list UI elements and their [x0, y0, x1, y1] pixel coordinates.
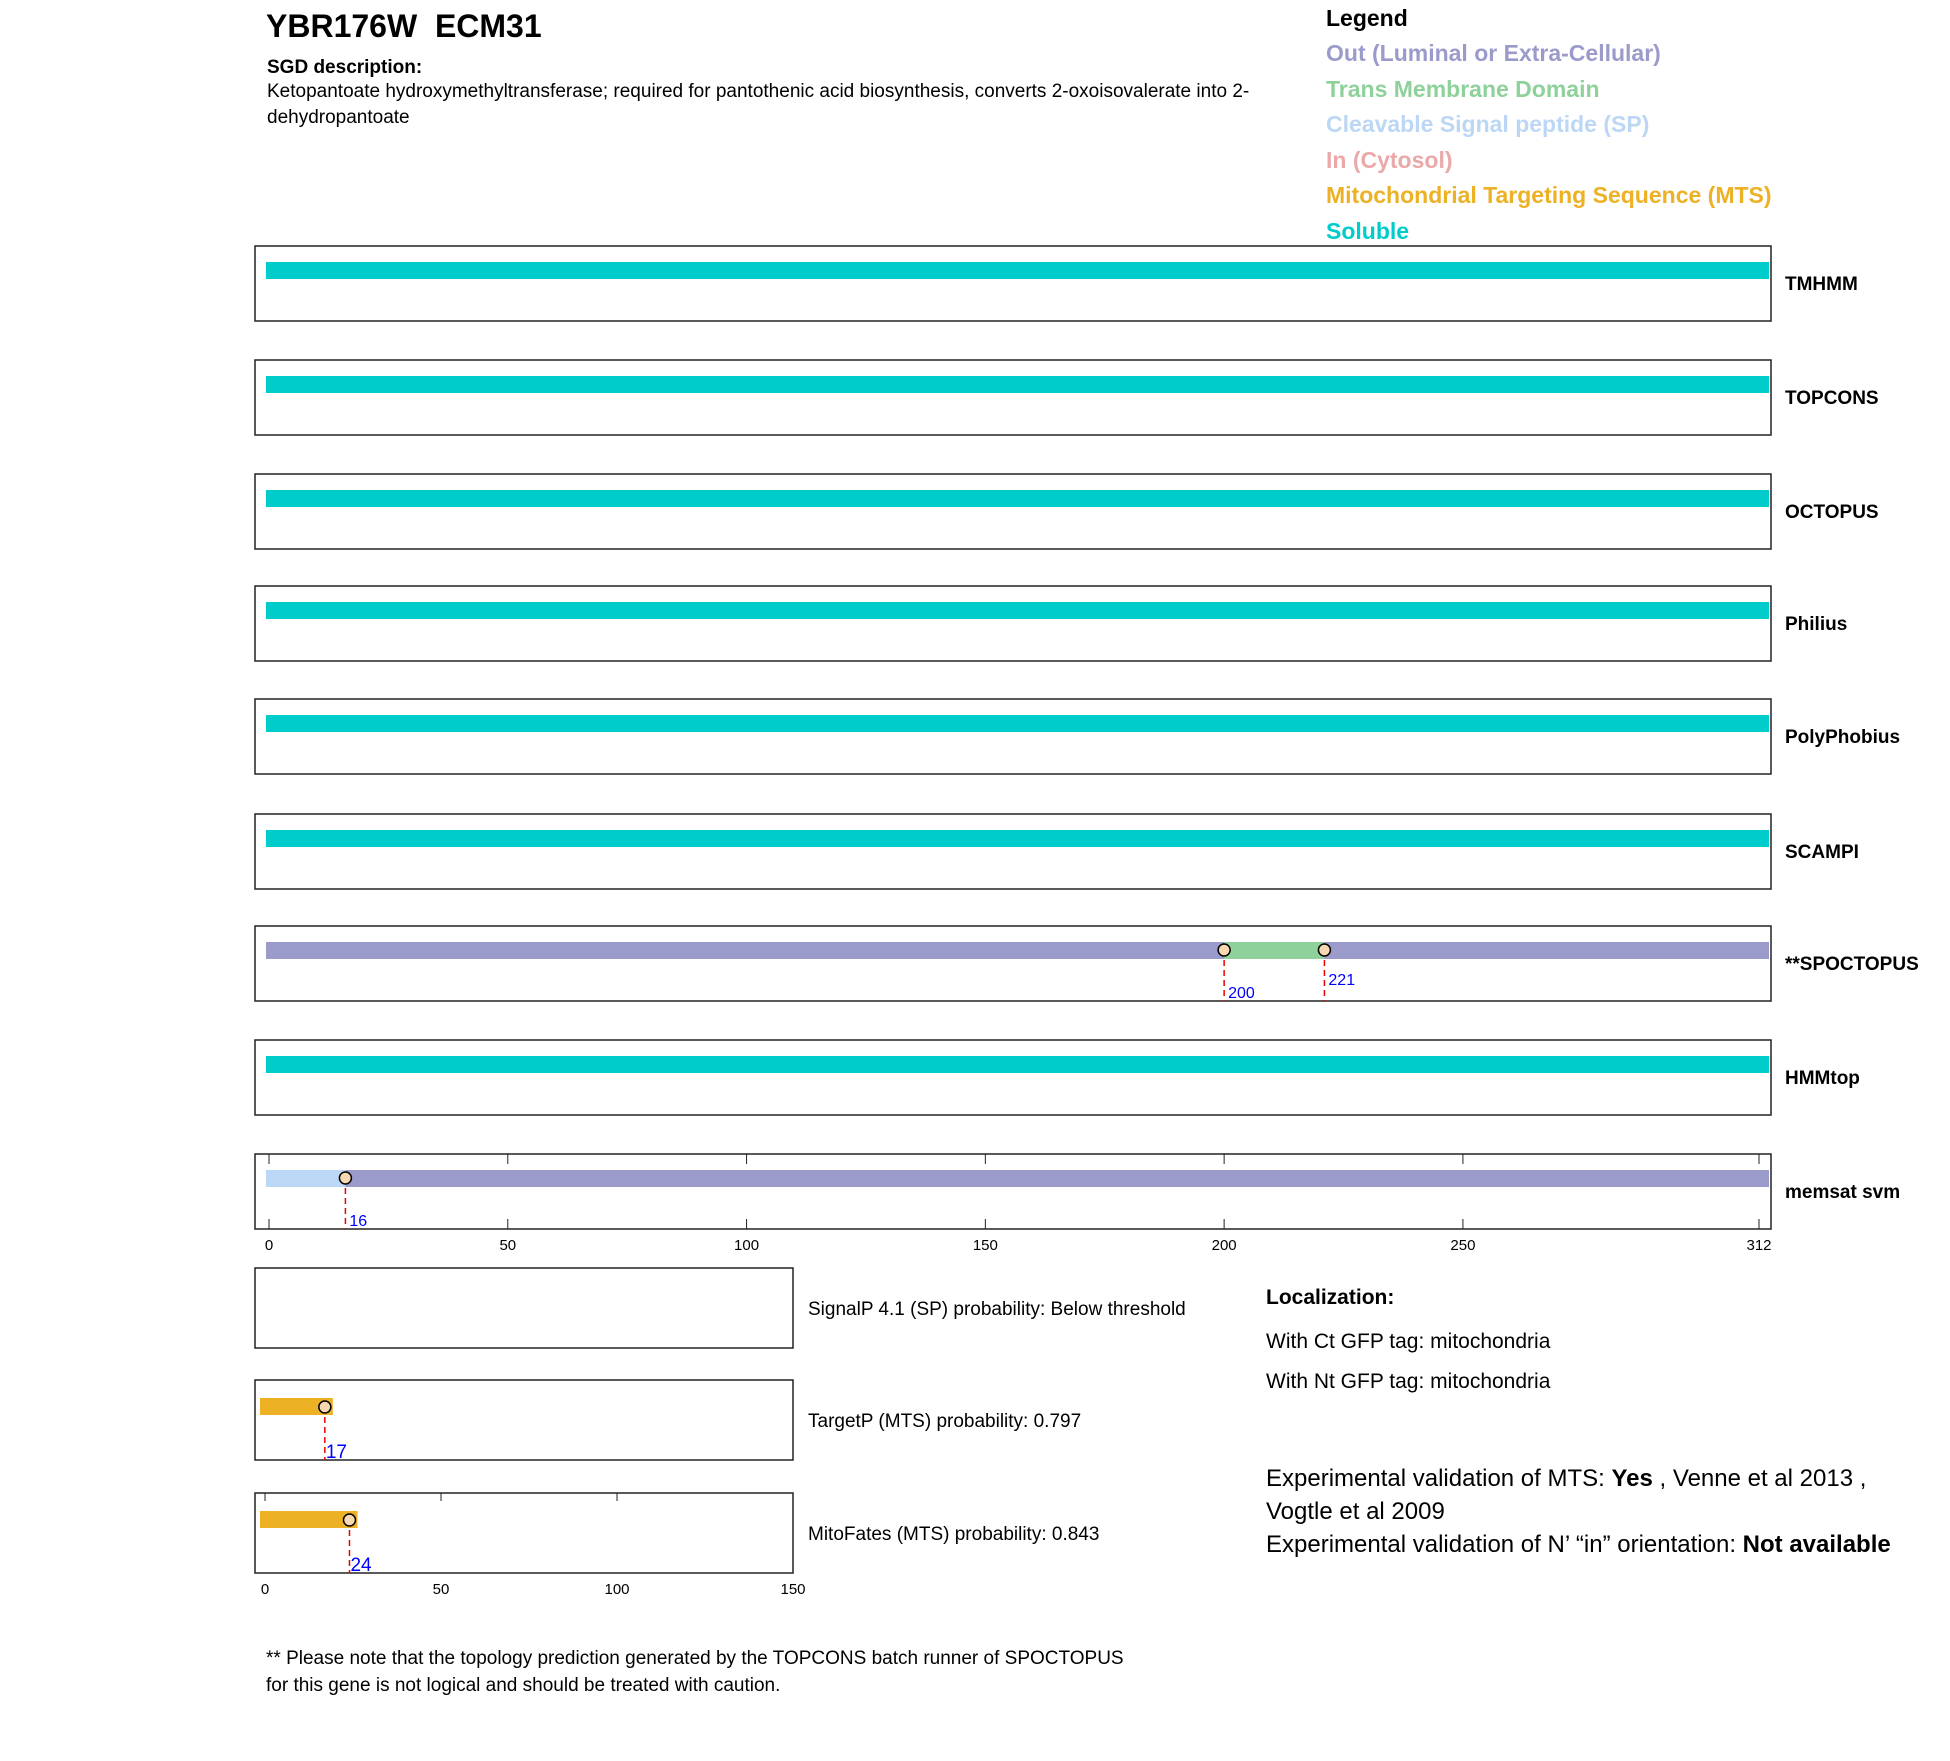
marker-circle: [1217, 943, 1231, 957]
segment-soluble: [266, 602, 1769, 619]
track-label: SCAMPI: [1785, 842, 1859, 863]
segment-soluble: [266, 262, 1769, 279]
axis-tick-label: 250: [1450, 1237, 1475, 1254]
mts-track-text: MitoFates (MTS) probability: 0.843: [808, 1524, 1099, 1545]
localization-heading: Localization:: [1266, 1286, 1395, 1309]
track-label: memsat svm: [1785, 1182, 1900, 1203]
legend-item: In (Cytosol): [1326, 146, 1453, 173]
axis-tick-label: 100: [604, 1581, 629, 1598]
track-box: [254, 925, 1772, 1002]
track-label: PolyPhobius: [1785, 727, 1900, 748]
gene-title: YBR176W ECM31: [266, 8, 542, 44]
segment-out: [266, 942, 1225, 959]
track-box: [254, 245, 1772, 322]
mts-validation-refs: , Venne et al 2013 , Vogtle et al 2009: [1266, 1465, 1867, 1525]
mts-track-text: TargetP (MTS) probability: 0.797: [808, 1411, 1081, 1432]
track-label: OCTOPUS: [1785, 502, 1879, 523]
marker-circle: [1317, 943, 1332, 957]
segment-soluble: [266, 376, 1769, 393]
axis-tick-label: 0: [261, 1581, 269, 1598]
axis-tick-label: 312: [1746, 1237, 1771, 1254]
track-box: [254, 813, 1772, 890]
segment-sp: [266, 1170, 346, 1187]
segment-soluble: [266, 715, 1769, 732]
marker-circle: [342, 1513, 357, 1527]
axis-tick-label: 100: [734, 1237, 759, 1254]
axis-tick-label: 50: [499, 1237, 516, 1254]
axis-tick-label: 0: [265, 1237, 273, 1254]
axis-tick-label: 200: [1212, 1237, 1237, 1254]
track-label: Philius: [1785, 614, 1847, 635]
legend-item: Soluble: [1326, 217, 1410, 244]
legend-item: Mitochondrial Targeting Sequence (MTS): [1326, 182, 1772, 208]
track-box: [254, 585, 1772, 662]
description-heading: SGD description:: [267, 57, 423, 78]
localization-nt: With Nt GFP tag: mitochondria: [1266, 1370, 1551, 1393]
orientation-validation-label: Experimental validation of N’ “in” orien…: [1266, 1531, 1743, 1558]
mts-validation-value: Yes: [1611, 1465, 1653, 1492]
marker-label: 221: [1328, 972, 1355, 989]
axis-tick-label: 150: [780, 1581, 805, 1598]
segment-soluble: [266, 830, 1769, 847]
segment-out: [1324, 942, 1769, 959]
segment-tm: [1224, 942, 1325, 959]
orientation-validation-value: Not available: [1742, 1531, 1891, 1558]
track-label: TOPCONS: [1785, 388, 1879, 409]
axis-tick-label: 150: [973, 1237, 998, 1254]
marker-label: 16: [349, 1213, 367, 1230]
marker-label: 17: [326, 1442, 347, 1463]
segment-mts: [260, 1511, 358, 1528]
marker-label: 24: [350, 1555, 372, 1576]
marker-circle: [338, 1171, 353, 1185]
marker-circle: [318, 1400, 332, 1414]
segment-soluble: [266, 1056, 1769, 1073]
axis-tick-label: 50: [433, 1581, 450, 1598]
orientation-validation: Experimental validation of N’ “in” orien…: [1266, 1528, 1906, 1561]
mts-track-box: [254, 1267, 794, 1349]
mts-track-box: [254, 1379, 794, 1461]
track-box: [254, 698, 1772, 775]
mts-validation-label: Experimental validation of MTS:: [1266, 1465, 1612, 1492]
legend-item: Out (Luminal or Extra-Cellular): [1326, 40, 1661, 66]
track-box: [254, 473, 1772, 550]
track-label: HMMtop: [1785, 1068, 1860, 1089]
legend-heading: Legend: [1326, 5, 1408, 31]
track-label: TMHMM: [1785, 274, 1858, 295]
segment-mts: [260, 1398, 333, 1415]
footnote: ** Please note that the topology predict…: [266, 1648, 1124, 1696]
track-box: [254, 1039, 1772, 1116]
segment-out: [345, 1170, 1769, 1187]
segment-soluble: [266, 490, 1769, 507]
marker-label: 200: [1228, 985, 1255, 1002]
mts-track-box: [254, 1492, 794, 1574]
track-label: **SPOCTOPUS: [1785, 954, 1919, 975]
localization-ct: With Ct GFP tag: mitochondria: [1266, 1330, 1551, 1353]
description-text: Ketopantoate hydroxymethyltransferase; r…: [267, 81, 1250, 128]
legend-item: Cleavable Signal peptide (SP): [1326, 111, 1650, 137]
legend-item: Trans Membrane Domain: [1326, 75, 1600, 102]
mts-track-text: SignalP 4.1 (SP) probability: Below thre…: [808, 1299, 1186, 1320]
mts-validation: Experimental validation of MTS: Yes , Ve…: [1266, 1462, 1906, 1528]
track-box: [254, 359, 1772, 436]
track-box: [254, 1153, 1772, 1230]
